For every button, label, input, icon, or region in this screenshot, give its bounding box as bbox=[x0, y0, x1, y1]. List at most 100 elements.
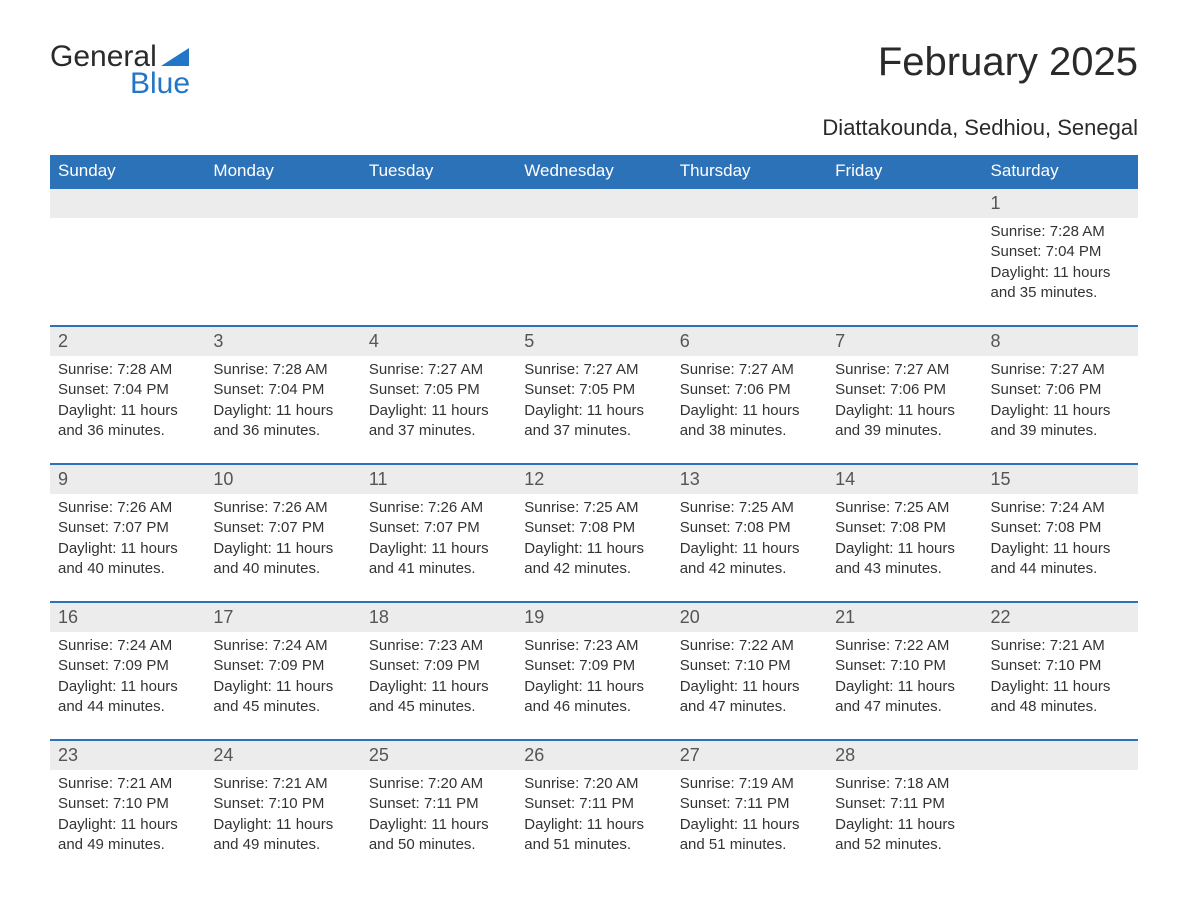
day-number-cell: 24 bbox=[205, 740, 360, 770]
day-detail-cell: Sunrise: 7:27 AMSunset: 7:06 PMDaylight:… bbox=[983, 356, 1138, 464]
sunset-line: Sunset: 7:07 PM bbox=[58, 518, 197, 538]
day-number-cell bbox=[50, 188, 205, 218]
day-detail-cell: Sunrise: 7:20 AMSunset: 7:11 PMDaylight:… bbox=[516, 770, 671, 877]
day-detail-cell: Sunrise: 7:20 AMSunset: 7:11 PMDaylight:… bbox=[361, 770, 516, 877]
sunset-line: Sunset: 7:06 PM bbox=[835, 380, 974, 400]
sunrise-line: Sunrise: 7:27 AM bbox=[991, 360, 1130, 380]
sunset-line: Sunset: 7:10 PM bbox=[58, 794, 197, 814]
sunrise-line: Sunrise: 7:28 AM bbox=[991, 222, 1130, 242]
sunset-line: Sunset: 7:05 PM bbox=[524, 380, 663, 400]
sunset-line: Sunset: 7:11 PM bbox=[369, 794, 508, 814]
sunrise-line: Sunrise: 7:20 AM bbox=[524, 774, 663, 794]
sunrise-line: Sunrise: 7:27 AM bbox=[680, 360, 819, 380]
day-number-cell: 20 bbox=[672, 602, 827, 632]
daylight-line: Daylight: 11 hours and 40 minutes. bbox=[213, 539, 352, 580]
daylight-line: Daylight: 11 hours and 43 minutes. bbox=[835, 539, 974, 580]
day-detail-cell: Sunrise: 7:28 AMSunset: 7:04 PMDaylight:… bbox=[50, 356, 205, 464]
day-detail-cell: Sunrise: 7:25 AMSunset: 7:08 PMDaylight:… bbox=[516, 494, 671, 602]
sunset-line: Sunset: 7:07 PM bbox=[369, 518, 508, 538]
day-detail-cell: Sunrise: 7:27 AMSunset: 7:05 PMDaylight:… bbox=[361, 356, 516, 464]
day-number-cell: 5 bbox=[516, 326, 671, 356]
sunset-line: Sunset: 7:06 PM bbox=[680, 380, 819, 400]
sunset-line: Sunset: 7:10 PM bbox=[213, 794, 352, 814]
daylight-line: Daylight: 11 hours and 42 minutes. bbox=[524, 539, 663, 580]
day-number-cell bbox=[205, 188, 360, 218]
sunset-line: Sunset: 7:04 PM bbox=[991, 242, 1130, 262]
sunset-line: Sunset: 7:09 PM bbox=[58, 656, 197, 676]
daylight-line: Daylight: 11 hours and 49 minutes. bbox=[213, 815, 352, 856]
daylight-line: Daylight: 11 hours and 44 minutes. bbox=[991, 539, 1130, 580]
day-detail-cell: Sunrise: 7:25 AMSunset: 7:08 PMDaylight:… bbox=[827, 494, 982, 602]
daylight-line: Daylight: 11 hours and 45 minutes. bbox=[369, 677, 508, 718]
daylight-line: Daylight: 11 hours and 37 minutes. bbox=[369, 401, 508, 442]
sunset-line: Sunset: 7:11 PM bbox=[524, 794, 663, 814]
sunrise-line: Sunrise: 7:25 AM bbox=[680, 498, 819, 518]
daylight-line: Daylight: 11 hours and 50 minutes. bbox=[369, 815, 508, 856]
daylight-line: Daylight: 11 hours and 42 minutes. bbox=[680, 539, 819, 580]
sunrise-line: Sunrise: 7:22 AM bbox=[835, 636, 974, 656]
sunset-line: Sunset: 7:10 PM bbox=[835, 656, 974, 676]
day-detail-cell: Sunrise: 7:25 AMSunset: 7:08 PMDaylight:… bbox=[672, 494, 827, 602]
sunset-line: Sunset: 7:08 PM bbox=[524, 518, 663, 538]
day-number-cell: 4 bbox=[361, 326, 516, 356]
day-detail-cell: Sunrise: 7:26 AMSunset: 7:07 PMDaylight:… bbox=[50, 494, 205, 602]
sunrise-line: Sunrise: 7:26 AM bbox=[58, 498, 197, 518]
sunrise-line: Sunrise: 7:24 AM bbox=[991, 498, 1130, 518]
weekday-header-cell: Tuesday bbox=[361, 155, 516, 188]
sunset-line: Sunset: 7:08 PM bbox=[835, 518, 974, 538]
sunrise-line: Sunrise: 7:23 AM bbox=[524, 636, 663, 656]
weekday-header-cell: Monday bbox=[205, 155, 360, 188]
day-number-cell: 13 bbox=[672, 464, 827, 494]
sunrise-line: Sunrise: 7:25 AM bbox=[524, 498, 663, 518]
daylight-line: Daylight: 11 hours and 48 minutes. bbox=[991, 677, 1130, 718]
location-subtitle: Diattakounda, Sedhiou, Senegal bbox=[50, 115, 1138, 141]
day-number-cell bbox=[516, 188, 671, 218]
sunset-line: Sunset: 7:04 PM bbox=[58, 380, 197, 400]
day-detail-cell bbox=[983, 770, 1138, 877]
logo-text-blue: Blue bbox=[130, 67, 190, 100]
day-number-cell: 3 bbox=[205, 326, 360, 356]
sunrise-line: Sunrise: 7:24 AM bbox=[58, 636, 197, 656]
day-detail-cell: Sunrise: 7:26 AMSunset: 7:07 PMDaylight:… bbox=[361, 494, 516, 602]
daylight-line: Daylight: 11 hours and 41 minutes. bbox=[369, 539, 508, 580]
sunrise-line: Sunrise: 7:26 AM bbox=[369, 498, 508, 518]
day-number-cell: 2 bbox=[50, 326, 205, 356]
title-block: February 2025 bbox=[878, 40, 1138, 85]
calendar-page: General February 2025 Blue Diattakounda,… bbox=[0, 0, 1188, 918]
sunset-line: Sunset: 7:11 PM bbox=[835, 794, 974, 814]
day-number-cell: 15 bbox=[983, 464, 1138, 494]
sunrise-line: Sunrise: 7:18 AM bbox=[835, 774, 974, 794]
sunrise-line: Sunrise: 7:21 AM bbox=[991, 636, 1130, 656]
weekday-header-cell: Wednesday bbox=[516, 155, 671, 188]
daylight-line: Daylight: 11 hours and 35 minutes. bbox=[991, 263, 1130, 304]
day-number-cell: 17 bbox=[205, 602, 360, 632]
sunrise-line: Sunrise: 7:28 AM bbox=[213, 360, 352, 380]
weekday-header-cell: Thursday bbox=[672, 155, 827, 188]
day-detail-cell: Sunrise: 7:27 AMSunset: 7:06 PMDaylight:… bbox=[827, 356, 982, 464]
daylight-line: Daylight: 11 hours and 39 minutes. bbox=[835, 401, 974, 442]
sunrise-line: Sunrise: 7:28 AM bbox=[58, 360, 197, 380]
day-number-cell: 11 bbox=[361, 464, 516, 494]
day-detail-cell bbox=[827, 218, 982, 326]
sunset-line: Sunset: 7:08 PM bbox=[991, 518, 1130, 538]
sunrise-line: Sunrise: 7:27 AM bbox=[524, 360, 663, 380]
day-detail-cell: Sunrise: 7:21 AMSunset: 7:10 PMDaylight:… bbox=[205, 770, 360, 877]
weekday-header: SundayMondayTuesdayWednesdayThursdayFrid… bbox=[50, 155, 1138, 188]
day-number-cell bbox=[827, 188, 982, 218]
daylight-line: Daylight: 11 hours and 47 minutes. bbox=[835, 677, 974, 718]
sunrise-line: Sunrise: 7:19 AM bbox=[680, 774, 819, 794]
day-detail-cell bbox=[516, 218, 671, 326]
sunset-line: Sunset: 7:09 PM bbox=[524, 656, 663, 676]
daylight-line: Daylight: 11 hours and 47 minutes. bbox=[680, 677, 819, 718]
day-number-cell: 8 bbox=[983, 326, 1138, 356]
sunset-line: Sunset: 7:11 PM bbox=[680, 794, 819, 814]
sunrise-line: Sunrise: 7:23 AM bbox=[369, 636, 508, 656]
day-detail-cell: Sunrise: 7:24 AMSunset: 7:09 PMDaylight:… bbox=[50, 632, 205, 740]
day-number-cell: 16 bbox=[50, 602, 205, 632]
sunset-line: Sunset: 7:07 PM bbox=[213, 518, 352, 538]
daylight-line: Daylight: 11 hours and 49 minutes. bbox=[58, 815, 197, 856]
day-number-cell: 18 bbox=[361, 602, 516, 632]
day-number-cell: 9 bbox=[50, 464, 205, 494]
sunrise-line: Sunrise: 7:22 AM bbox=[680, 636, 819, 656]
weekday-header-cell: Friday bbox=[827, 155, 982, 188]
